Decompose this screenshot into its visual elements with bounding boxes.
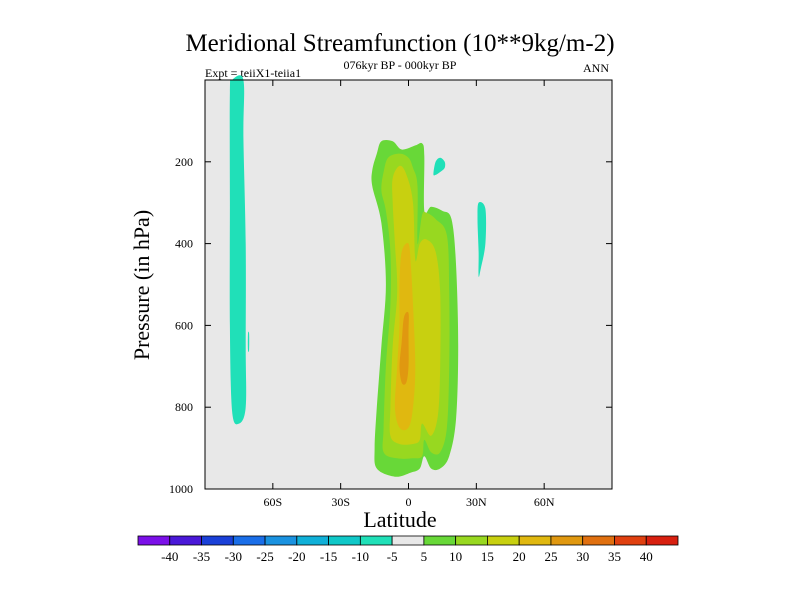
colorbar-label: 30: [576, 549, 589, 564]
colorbar-swatch: [391, 535, 425, 546]
colorbar-label: 10: [449, 549, 462, 564]
y-tick-label: 1000: [169, 482, 193, 496]
colorbar-label: 15: [481, 549, 494, 564]
colorbar-swatch: [423, 535, 457, 546]
colorbar-label: 25: [544, 549, 557, 564]
x-tick-label: 60S: [263, 495, 282, 509]
colorbar-label: 20: [513, 549, 526, 564]
colorbar-swatch: [296, 535, 329, 546]
colorbar-swatch: [455, 535, 488, 546]
colorbar-label: -10: [352, 549, 369, 564]
colorbar-swatch: [169, 535, 202, 546]
contour-level--5-0: [229, 75, 247, 425]
colorbar-swatch: [645, 535, 679, 546]
colorbar-label: -40: [161, 549, 178, 564]
x-tick-label: 30N: [466, 495, 487, 509]
colorbar: -40 -35 -30 -25 -20 -15 -10 -5 5 10 15 20 25 30 35 40: [137, 535, 679, 564]
x-tick-label: 60N: [534, 495, 555, 509]
chart-title: Meridional Streamfunction (10**9kg/m-2): [185, 30, 615, 57]
colorbar-label: -30: [225, 549, 242, 564]
contour-level--5-2: [433, 157, 446, 176]
colorbar-swatch: [518, 535, 552, 546]
y-tick-label: 800: [175, 400, 193, 414]
contour-level--5-1: [247, 331, 250, 352]
x-tick-label: 30S: [331, 495, 350, 509]
colorbar-label: 35: [608, 549, 621, 564]
colorbar-swatch: [550, 535, 584, 546]
y-tick-label: 600: [175, 318, 193, 332]
x-axis-label: Latitude: [363, 507, 437, 532]
colorbar-swatch: [137, 535, 171, 546]
colorbar-label: -20: [288, 549, 305, 564]
colorbar-swatch: [201, 535, 234, 546]
x-tick-label: 0: [406, 495, 412, 509]
colorbar-swatch: [487, 535, 520, 546]
contour-layer: [229, 75, 487, 477]
contour-level--5-3: [477, 201, 487, 278]
colorbar-label: -15: [320, 549, 337, 564]
y-tick-label: 400: [175, 237, 193, 251]
colorbar-label: 40: [640, 549, 653, 564]
colorbar-swatch: [264, 535, 298, 546]
season-label: ANN: [583, 61, 609, 75]
colorbar-label: -35: [193, 549, 210, 564]
colorbar-label: 5: [421, 549, 428, 564]
chart-subtitle: 076kyr BP - 000kyr BP: [343, 58, 457, 72]
axes: 60S 30S 0 30N 60N 200 400 600 800 1000: [169, 80, 612, 509]
colorbar-swatch: [359, 535, 393, 546]
colorbar-swatch: [328, 535, 361, 546]
contour-level-25-8: [399, 311, 409, 385]
colorbar-swatch: [232, 535, 266, 546]
colorbar-swatch: [614, 535, 647, 546]
experiment-label: Expt = teiiX1-teiia1: [205, 66, 302, 80]
colorbar-label: -25: [256, 549, 273, 564]
colorbar-label: -5: [387, 549, 398, 564]
y-tick-label: 200: [175, 155, 193, 169]
colorbar-swatch: [582, 535, 615, 546]
